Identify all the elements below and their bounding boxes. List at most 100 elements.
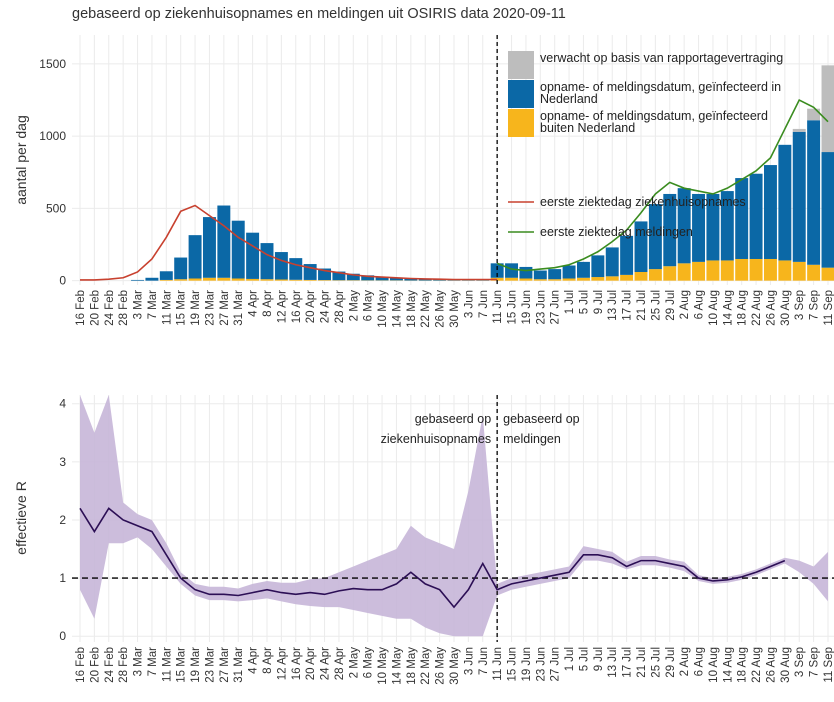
bar: [620, 235, 634, 275]
bar: [131, 279, 145, 281]
x-tick-label: 7 Mar: [147, 290, 159, 320]
bar: [591, 277, 605, 281]
bar: [792, 128, 806, 132]
x-tick-label: 26 Aug: [765, 647, 777, 683]
bar: [404, 278, 418, 281]
x-tick-label: 23 Mar: [204, 290, 216, 326]
bar: [821, 267, 834, 281]
x-tick-label: 28 Apr: [334, 647, 346, 680]
bar: [807, 264, 821, 281]
legend-key: [508, 51, 534, 79]
x-tick-label: 5 Jul: [578, 647, 590, 671]
x-tick-label: 7 Sep: [809, 290, 821, 320]
bar: [576, 261, 590, 278]
x-tick-label: 3 Jun: [463, 647, 475, 675]
x-tick-label: 26 Aug: [765, 290, 777, 326]
bar: [677, 188, 691, 264]
bar: [490, 263, 504, 278]
x-tick-label: 17 Jul: [622, 647, 634, 678]
bar: [706, 193, 720, 261]
bar: [706, 260, 720, 281]
bar: [778, 260, 792, 281]
x-tick-label: 11 Mar: [161, 647, 173, 682]
bar: [749, 258, 763, 281]
bar: [188, 235, 202, 279]
x-tick-label: 10 May: [377, 290, 389, 328]
x-tick-label: 28 Feb: [118, 647, 130, 683]
x-tick-label: 31 Mar: [233, 647, 245, 683]
x-tick-label: 12 Apr: [276, 290, 288, 323]
y-axis-label: aantal per dag: [13, 115, 29, 205]
x-tick-label: 27 Mar: [219, 647, 231, 683]
bar: [677, 263, 691, 281]
x-tick-label: 15 Jun: [507, 290, 519, 325]
bar: [303, 279, 317, 281]
bar: [332, 271, 346, 281]
x-tick-label: 11 Sep: [823, 647, 834, 683]
x-tick-label: 23 Jun: [535, 290, 547, 325]
bar: [576, 277, 590, 281]
bar: [792, 131, 806, 262]
x-tick-label: 27 Jun: [550, 290, 562, 325]
x-tick-label: 13 Jul: [607, 290, 619, 321]
x-tick-label: 27 Mar: [219, 290, 231, 326]
x-tick-label: 3 Mar: [133, 290, 145, 320]
bar: [663, 193, 677, 267]
x-tick-label: 14 Aug: [722, 290, 734, 326]
bar: [260, 243, 274, 280]
x-tick-label: 3 Jun: [463, 290, 475, 318]
bar: [634, 221, 648, 272]
bar: [519, 266, 533, 279]
bar: [648, 204, 662, 270]
x-tick-label: 16 Feb: [75, 290, 87, 326]
bar: [562, 265, 576, 279]
x-tick-label: 10 Aug: [708, 290, 720, 326]
y-tick-label: 1000: [39, 129, 66, 143]
bar: [231, 278, 245, 281]
confidence-band: [80, 395, 828, 637]
x-tick-label: 24 Apr: [320, 647, 332, 680]
bar: [318, 268, 332, 281]
y-axis-label: effectieve R: [13, 481, 29, 555]
x-tick-label: 1 Jul: [564, 647, 576, 671]
bar: [634, 271, 648, 281]
x-tick-label: 2 Aug: [679, 647, 691, 676]
x-tick-label: 24 Feb: [104, 647, 116, 683]
bar: [217, 277, 231, 281]
x-tick-label: 16 Apr: [291, 647, 303, 680]
bar: [159, 271, 173, 280]
annotation: gebaseerd op meldingen: [503, 412, 580, 446]
x-tick-label: 11 Jun: [492, 647, 504, 681]
bar: [735, 258, 749, 281]
x-tick-label: 8 Apr: [262, 290, 274, 317]
legend-key: [508, 80, 534, 108]
bar: [548, 269, 562, 280]
x-tick-label: 24 Feb: [104, 290, 116, 326]
bar: [763, 258, 777, 281]
x-tick-label: 14 May: [391, 290, 403, 328]
x-tick-label: 18 Aug: [737, 290, 749, 326]
x-tick-label: 25 Jul: [650, 647, 662, 678]
chart-title: gebaseerd op ziekenhuisopnames en meldin…: [72, 6, 566, 22]
x-tick-label: 18 May: [406, 647, 418, 685]
x-tick-label: 29 Jul: [665, 647, 677, 678]
x-tick-label: 30 Aug: [780, 290, 792, 326]
annotation: gebaseerd op ziekenhuisopnames: [380, 412, 492, 446]
bar: [418, 279, 432, 281]
legend-label: eerste ziektedag ziekenhuisopnames: [540, 195, 746, 209]
x-tick-label: 14 Aug: [722, 647, 734, 683]
x-tick-label: 29 Jul: [665, 290, 677, 321]
x-tick-label: 13 Jul: [607, 647, 619, 678]
bar: [505, 263, 519, 278]
line: [79, 507, 786, 609]
x-tick-label: 20 Apr: [305, 647, 317, 680]
x-tick-label: 26 May: [435, 647, 447, 685]
x-tick-label: 2 May: [348, 647, 360, 679]
y-tick-label: 2: [59, 513, 66, 527]
line: [80, 204, 498, 281]
bar: [289, 279, 303, 281]
bar: [533, 279, 547, 281]
x-tick-label: 26 May: [435, 290, 447, 328]
x-tick-label: 19 Mar: [190, 290, 202, 326]
